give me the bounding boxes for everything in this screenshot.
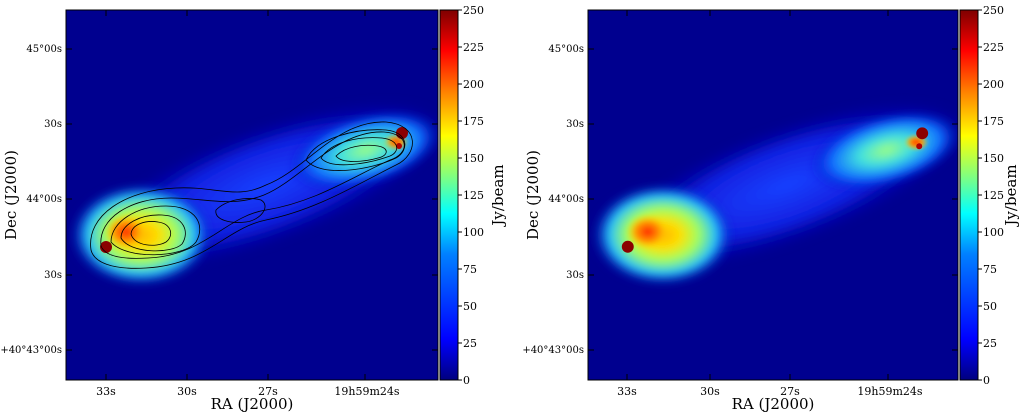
right-dec-ticks xyxy=(588,48,958,351)
colorbar-tick-label: 225 xyxy=(983,41,1004,54)
left-dec-tick-label: 45°00s xyxy=(26,44,62,55)
colorbar-tick-label: 75 xyxy=(983,263,997,276)
left-dec-tick-label: +40°43°00s xyxy=(0,345,62,356)
colorbar-tick-label: 125 xyxy=(463,189,484,202)
colorbar-tick-label: 175 xyxy=(983,115,1004,128)
left-ra-tick-label: 19h59m24s xyxy=(334,385,400,398)
colorbar-tick-label: 200 xyxy=(463,78,484,91)
right-ra-tick-label: 27s xyxy=(780,385,800,398)
left-y-axis-label: Dec (J2000) xyxy=(2,150,20,240)
colorbar-tick-label: 50 xyxy=(983,300,997,313)
right-dec-tick-label: 44°00s xyxy=(548,194,584,205)
colorbar-tick-label: 200 xyxy=(983,78,1004,91)
left-ra-tick-label: 27s xyxy=(258,385,278,398)
colorbar-tick-label: 250 xyxy=(983,4,1004,17)
left-dec-tick-label: 30s xyxy=(44,270,62,281)
right-dec-tick-label: +40°43°00s xyxy=(522,345,584,356)
colorbar-tick-label: 150 xyxy=(463,152,484,165)
left-dec-ticks xyxy=(66,48,438,351)
right-y-axis-label: Dec (J2000) xyxy=(524,150,542,240)
right-colorbar-gradient xyxy=(959,9,979,381)
right-dec-tick-label: 30s xyxy=(566,119,584,130)
right-dec-tick-label: 30s xyxy=(566,270,584,281)
colorbar-tick-label: 75 xyxy=(463,263,477,276)
right-ra-ticks xyxy=(626,10,889,380)
colorbar-tick-label: 250 xyxy=(463,4,484,17)
colorbar-tick-label: 225 xyxy=(463,41,484,54)
left-ra-tick-label: 33s xyxy=(96,385,116,398)
colorbar-tick-label: 175 xyxy=(463,115,484,128)
right-panel: 33s 30s 27s 19h59m24s 45°00s 30s 44°00s … xyxy=(522,9,959,412)
right-ra-tick-label: 33s xyxy=(617,385,637,398)
colorbar-tick-label: 125 xyxy=(983,189,1004,202)
left-colorbar: 250 225 200 175 150 125 100 75 50 25 0 J… xyxy=(439,4,507,387)
right-colorbar: 250 225 200 175 150 125 100 75 50 25 0 J… xyxy=(959,4,1020,387)
colorbar-tick-label: 50 xyxy=(463,300,477,313)
colorbar-tick-label: 0 xyxy=(463,374,470,387)
right-dec-tick-label: 45°00s xyxy=(548,44,584,55)
left-panel: 33s 30s 27s 19h59m24s 45°00s 30s 44°00s … xyxy=(0,9,439,412)
colorbar-tick-label: 150 xyxy=(983,152,1004,165)
right-ra-tick-label: 30s xyxy=(700,385,720,398)
right-colorbar-label: Jy/beam xyxy=(1002,164,1020,227)
left-dec-tick-label: 30s xyxy=(44,119,62,130)
left-colorbar-gradient xyxy=(439,9,459,381)
colorbar-tick-label: 25 xyxy=(463,337,477,350)
colorbar-tick-label: 100 xyxy=(463,226,484,239)
right-x-axis-label: RA (J2000) xyxy=(732,395,815,412)
left-ra-ticks xyxy=(105,10,366,380)
left-colorbar-label: Jy/beam xyxy=(489,164,507,227)
left-ra-tick-label: 30s xyxy=(177,385,197,398)
colorbar-tick-label: 25 xyxy=(983,337,997,350)
colorbar-tick-label: 100 xyxy=(983,226,1004,239)
right-ra-tick-label: 19h59m24s xyxy=(857,385,923,398)
left-x-axis-label: RA (J2000) xyxy=(211,395,294,412)
colorbar-tick-label: 0 xyxy=(983,374,990,387)
left-dec-tick-label: 44°00s xyxy=(26,194,62,205)
